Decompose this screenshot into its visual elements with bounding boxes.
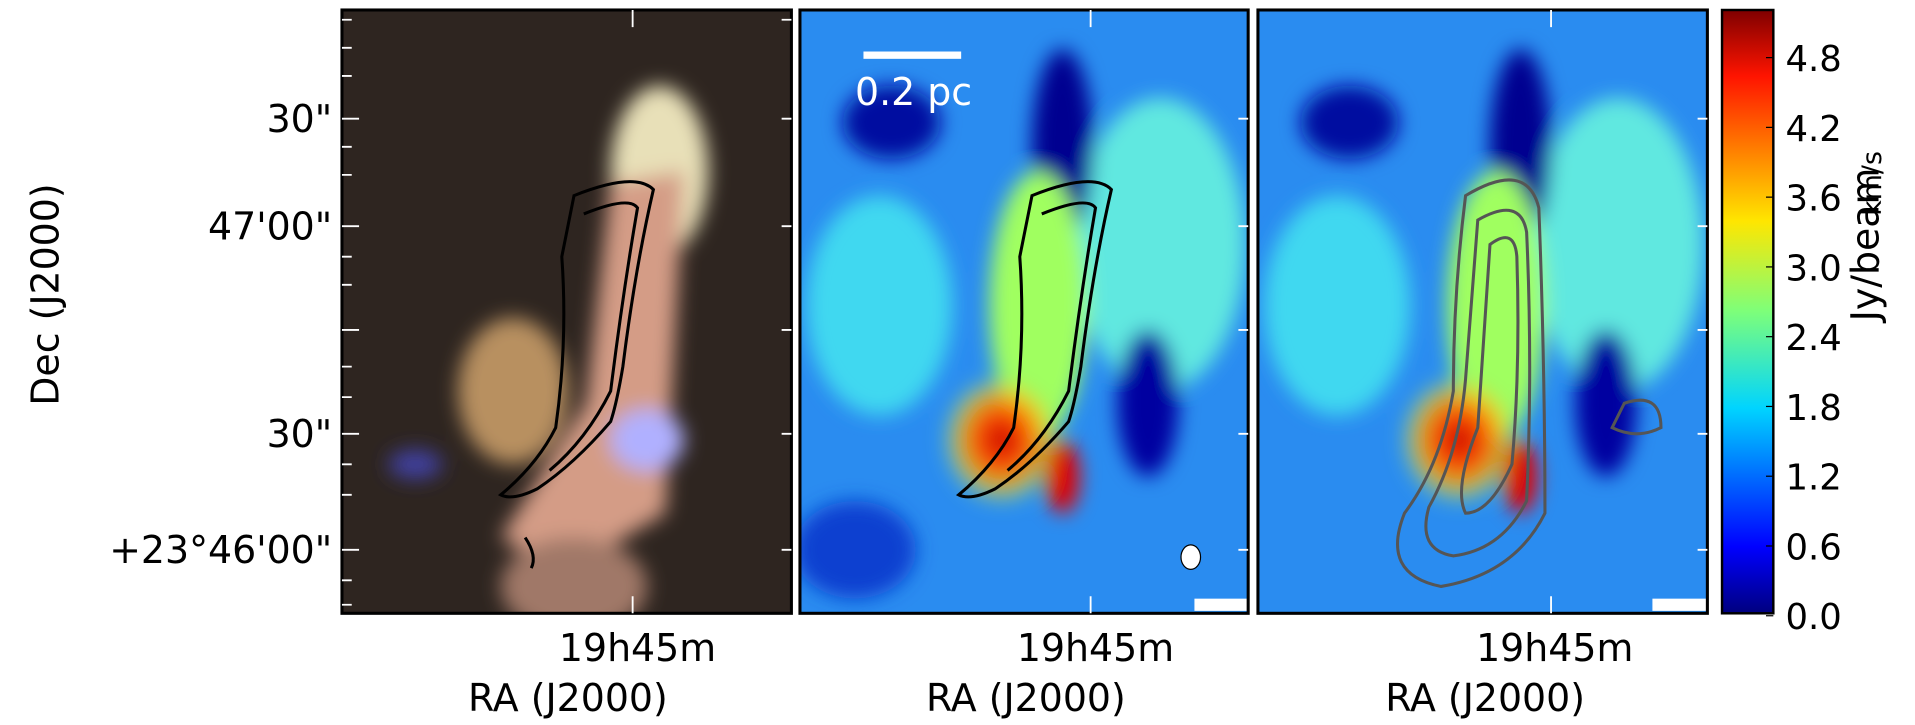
y-tick-label: 47'00" xyxy=(208,205,332,249)
x-axis-title: RA (J2000) xyxy=(1385,676,1585,720)
y-tick-label: 30" xyxy=(267,97,333,141)
scale-bar-label: 0.2 pc xyxy=(855,70,972,114)
x-axis-title: RA (J2000) xyxy=(926,676,1126,720)
colorbar-tick-label: 2.4 xyxy=(1786,318,1842,359)
colorbar-tick-label: 0.6 xyxy=(1786,527,1842,568)
x-axis-title: RA (J2000) xyxy=(468,676,668,720)
page: {"y_axis": {"title": "Dec (J2000)", "tic… xyxy=(0,0,1915,721)
colorbar-unit: km/s xyxy=(1857,151,1888,216)
colorbar-tick-label: 3.0 xyxy=(1786,248,1842,289)
y-tick-label: +23°46'00" xyxy=(109,528,332,572)
colorbar-tick-label: 1.8 xyxy=(1786,388,1842,429)
x-tick-label: 19h45m xyxy=(1017,626,1174,670)
y-axis-title: Dec (J2000) xyxy=(24,183,68,405)
colorbar-tick-label: 3.6 xyxy=(1786,179,1842,220)
x-tick-label: 19h45m xyxy=(559,626,716,670)
panel-image xyxy=(342,10,791,635)
colorbar-tick-label: 4.8 xyxy=(1786,39,1842,80)
figure: Dec (J2000) 30" 47'00" 30" +23°46'00" 19… xyxy=(0,0,1915,721)
colorbar-tick-label: 4.2 xyxy=(1786,109,1842,150)
colorbar-labels: 4.8 4.2 3.6 3.0 2.4 1.8 1.2 0.6 0.0 xyxy=(1766,39,1842,638)
colorbar-tick-label: 0.0 xyxy=(1786,597,1842,638)
panel-image xyxy=(1258,10,1707,613)
colorbar xyxy=(1722,10,1773,613)
y-tick-label: 30" xyxy=(267,412,333,456)
x-tick-label: 19h45m xyxy=(1476,626,1633,670)
colorbar-tick-label: 1.2 xyxy=(1786,458,1842,499)
